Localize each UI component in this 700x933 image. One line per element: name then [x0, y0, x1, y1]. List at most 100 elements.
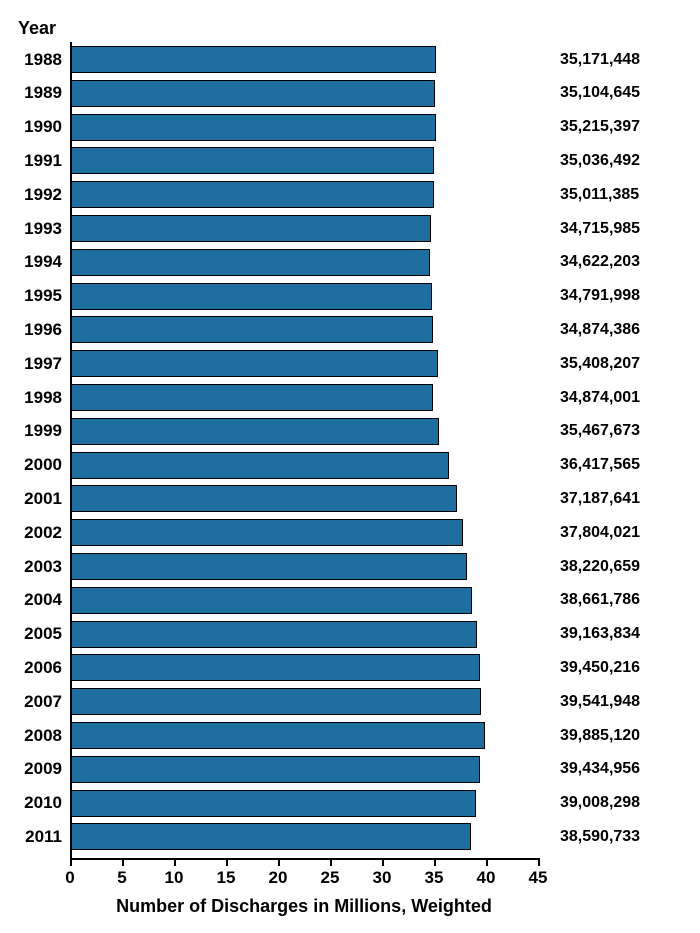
- x-tick: [226, 858, 228, 866]
- y-tick-label: 2000: [24, 455, 62, 475]
- bar: [70, 46, 436, 73]
- bar-row: 1991: [70, 147, 538, 174]
- y-tick-label: 2007: [24, 692, 62, 712]
- y-axis-title: Year: [18, 18, 56, 39]
- y-tick-label: 1991: [24, 151, 62, 171]
- value-label: 38,661,786: [560, 591, 640, 609]
- value-label: 39,450,216: [560, 659, 640, 677]
- bar: [70, 350, 438, 377]
- bar-row: 2007: [70, 688, 538, 715]
- value-label: 39,885,120: [560, 727, 640, 745]
- x-tick: [122, 858, 124, 866]
- x-tick: [382, 858, 384, 866]
- y-tick-label: 1990: [24, 117, 62, 137]
- value-label: 37,804,021: [560, 524, 640, 542]
- y-tick-label: 1989: [24, 83, 62, 103]
- bar-row: 2008: [70, 722, 538, 749]
- x-tick-label: 10: [165, 868, 184, 888]
- value-label: 39,008,298: [560, 794, 640, 812]
- y-tick-label: 1995: [24, 286, 62, 306]
- bar-row: 2001: [70, 485, 538, 512]
- value-label: 34,791,998: [560, 287, 640, 305]
- bar: [70, 688, 481, 715]
- x-axis-line: [70, 858, 538, 860]
- y-tick-label: 2008: [24, 726, 62, 746]
- value-label: 35,011,385: [560, 186, 639, 204]
- x-tick: [330, 858, 332, 866]
- bar-row: 2005: [70, 621, 538, 648]
- x-tick-label: 5: [117, 868, 126, 888]
- y-tick-label: 1994: [24, 252, 62, 272]
- bar-row: 1993: [70, 215, 538, 242]
- value-label: 36,417,565: [560, 456, 640, 474]
- value-label: 34,874,386: [560, 321, 640, 339]
- y-tick-label: 1992: [24, 185, 62, 205]
- y-tick-label: 2004: [24, 590, 62, 610]
- bar: [70, 756, 480, 783]
- bar-row: 2002: [70, 519, 538, 546]
- bar-row: 1996: [70, 316, 538, 343]
- x-tick: [486, 858, 488, 866]
- value-label: 35,408,207: [560, 355, 640, 373]
- x-axis-title: Number of Discharges in Millions, Weight…: [70, 896, 538, 917]
- y-tick-label: 2006: [24, 658, 62, 678]
- x-tick-label: 0: [65, 868, 74, 888]
- bar-row: 2006: [70, 654, 538, 681]
- value-label: 39,541,948: [560, 693, 640, 711]
- x-tick-label: 15: [217, 868, 236, 888]
- x-tick-label: 30: [373, 868, 392, 888]
- bar-row: 1988: [70, 46, 538, 73]
- bar: [70, 316, 433, 343]
- y-tick-label: 2010: [24, 793, 62, 813]
- y-tick-label: 2003: [24, 557, 62, 577]
- value-label: 39,434,956: [560, 760, 640, 778]
- value-label: 35,036,492: [560, 152, 640, 170]
- bar: [70, 215, 431, 242]
- bar-row: 1994: [70, 249, 538, 276]
- bar: [70, 181, 434, 208]
- bar: [70, 790, 476, 817]
- bar: [70, 722, 485, 749]
- y-tick-label: 1988: [24, 50, 62, 70]
- value-label: 39,163,834: [560, 625, 640, 643]
- y-tick-label: 1993: [24, 219, 62, 239]
- bar: [70, 519, 463, 546]
- bar-row: 1999: [70, 418, 538, 445]
- bar-row: 1992: [70, 181, 538, 208]
- value-label: 37,187,641: [560, 490, 640, 508]
- x-tick-label: 25: [321, 868, 340, 888]
- bar: [70, 452, 449, 479]
- bar: [70, 80, 435, 107]
- y-tick-label: 2002: [24, 523, 62, 543]
- bar-row: 1998: [70, 384, 538, 411]
- x-tick-label: 20: [269, 868, 288, 888]
- chart-container: Year 1988 1989 1990 1991 1992 1993 1994 1995 199…: [0, 0, 700, 933]
- bar: [70, 621, 477, 648]
- value-label: 34,715,985: [560, 220, 640, 238]
- x-tick: [538, 858, 540, 866]
- y-tick-label: 1999: [24, 421, 62, 441]
- value-label: 34,874,001: [560, 389, 640, 407]
- y-tick-label: 2011: [25, 827, 62, 847]
- value-label: 38,220,659: [560, 558, 640, 576]
- value-label: 35,467,673: [560, 422, 640, 440]
- x-tick: [278, 858, 280, 866]
- bar: [70, 147, 434, 174]
- bar-row: 2004: [70, 587, 538, 614]
- y-tick-label: 1996: [24, 320, 62, 340]
- bar: [70, 114, 436, 141]
- y-axis-line: [70, 42, 72, 858]
- bar: [70, 654, 480, 681]
- y-tick-label: 2001: [24, 489, 62, 509]
- value-label: 35,215,397: [560, 118, 640, 136]
- value-label: 35,171,448: [560, 51, 640, 69]
- x-tick: [70, 858, 72, 866]
- bar: [70, 485, 457, 512]
- bar: [70, 283, 432, 310]
- bar-row: 2011: [70, 823, 538, 850]
- bar: [70, 587, 472, 614]
- bar-row: 2000: [70, 452, 538, 479]
- value-label: 34,622,203: [560, 253, 640, 271]
- value-label: 38,590,733: [560, 828, 640, 846]
- bar-row: 1989: [70, 80, 538, 107]
